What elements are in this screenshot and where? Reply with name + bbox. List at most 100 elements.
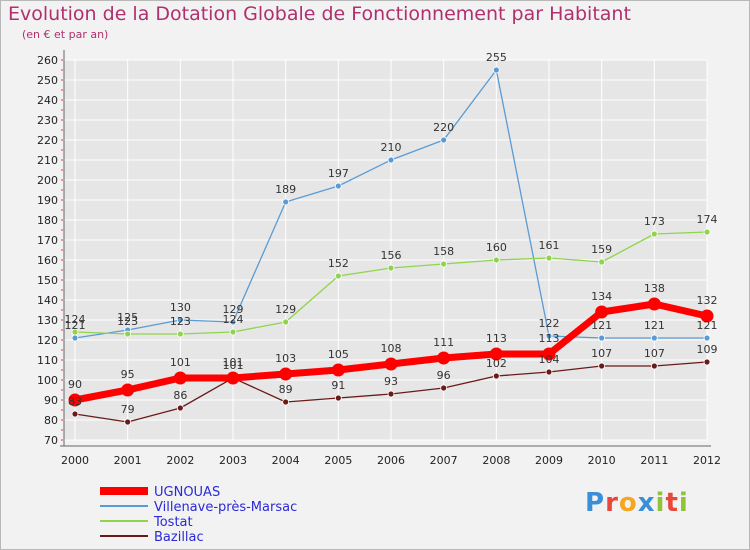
chart-title: Evolution de la Dotation Globale de Fonc… [8,3,631,25]
data-label-villenave-pr-s-marsac: 197 [328,167,349,180]
data-point-ugnouas [700,309,714,323]
data-label-ugnouas: 111 [433,336,454,349]
data-point-bazillac [334,394,342,402]
y-tick-label: 210 [37,154,58,167]
data-point-bazillac [598,362,606,370]
data-label-ugnouas: 101 [170,356,191,369]
data-label-villenave-pr-s-marsac: 125 [117,311,138,324]
y-tick-label: 200 [37,174,58,187]
data-label-villenave-pr-s-marsac: 122 [539,317,560,330]
data-label-tostat: 123 [170,315,191,328]
data-label-villenave-pr-s-marsac: 210 [381,141,402,154]
x-tick-label: 2010 [588,454,616,467]
data-label-tostat: 156 [381,249,402,262]
data-label-tostat: 123 [117,315,138,328]
data-label-bazillac: 96 [437,369,451,382]
data-point-ugnouas [595,305,609,319]
x-tick-label: 2011 [640,454,668,467]
y-tick-label: 180 [37,214,58,227]
logo-letter: i [678,488,689,518]
data-label-tostat: 174 [697,213,718,226]
data-point-tostat [545,254,553,262]
data-label-villenave-pr-s-marsac: 121 [65,319,86,332]
data-point-tostat [71,328,79,336]
data-label-villenave-pr-s-marsac: 129 [223,303,244,316]
data-label-bazillac: 104 [539,353,560,366]
data-point-ugnouas [331,363,345,377]
data-label-bazillac: 86 [173,389,187,402]
data-label-bazillac: 109 [697,343,718,356]
data-label-tostat: 158 [433,245,454,258]
y-tick-label: 120 [37,334,58,347]
data-label-villenave-pr-s-marsac: 220 [433,121,454,134]
y-tick-label: 240 [37,94,58,107]
data-point-bazillac [492,372,500,380]
legend-label-tostat: Tostat [153,515,193,530]
data-label-tostat: 160 [486,241,507,254]
data-label-bazillac: 107 [591,347,612,360]
y-tick-label: 70 [44,434,58,447]
data-label-bazillac: 83 [68,395,82,408]
data-label-tostat: 173 [644,215,665,228]
data-label-ugnouas: 90 [68,378,82,391]
logo-letter: o [618,488,638,518]
data-point-bazillac [545,368,553,376]
data-label-bazillac: 102 [486,357,507,370]
logo-letter: x [637,488,656,518]
data-point-villenave-pr-s-marsac [650,334,658,342]
data-point-ugnouas [542,347,556,361]
data-point-tostat [176,330,184,338]
data-point-ugnouas [121,383,135,397]
data-label-villenave-pr-s-marsac: 189 [275,183,296,196]
y-tick-label: 140 [37,294,58,307]
data-point-villenave-pr-s-marsac [440,136,448,144]
data-point-tostat [598,258,606,266]
data-label-ugnouas: 103 [275,352,296,365]
y-tick-label: 250 [37,74,58,87]
data-point-villenave-pr-s-marsac [71,334,79,342]
y-tick-label: 80 [44,414,58,427]
data-point-tostat [650,230,658,238]
data-point-bazillac [387,390,395,398]
data-label-tostat: 161 [539,239,560,252]
data-label-ugnouas: 101 [223,356,244,369]
data-point-tostat [229,328,237,336]
data-label-ugnouas: 95 [121,368,135,381]
data-point-bazillac [71,410,79,418]
logo-letter: P [585,488,606,518]
y-tick-label: 260 [37,54,58,67]
data-label-ugnouas: 134 [591,290,612,303]
data-point-villenave-pr-s-marsac [545,332,553,340]
data-point-tostat [282,318,290,326]
data-label-bazillac: 89 [279,383,293,396]
data-point-ugnouas [489,347,503,361]
data-label-tostat: 124 [65,313,86,326]
data-label-villenave-pr-s-marsac: 121 [591,319,612,332]
data-label-tostat: 159 [591,243,612,256]
data-point-villenave-pr-s-marsac [703,334,711,342]
data-label-bazillac: 93 [384,375,398,388]
data-label-villenave-pr-s-marsac: 255 [486,51,507,64]
x-tick-label: 2012 [693,454,721,467]
data-label-ugnouas: 113 [539,332,560,345]
data-point-ugnouas [173,371,187,385]
data-label-bazillac: 101 [223,359,244,372]
legend-label-bazillac: Bazillac [154,530,204,545]
y-tick-label: 150 [37,274,58,287]
logo-letter: i [655,488,666,518]
data-label-ugnouas: 113 [486,332,507,345]
data-point-ugnouas [68,393,82,407]
data-point-villenave-pr-s-marsac [387,156,395,164]
data-label-tostat: 129 [275,303,296,316]
proxiti-logo: Proxiti [585,488,689,518]
data-point-villenave-pr-s-marsac [176,316,184,324]
y-tick-label: 160 [37,254,58,267]
legend-label-ugnouas: UGNOUAS [154,485,220,500]
y-tick-label: 220 [37,134,58,147]
data-label-bazillac: 91 [331,379,345,392]
x-tick-label: 2007 [430,454,458,467]
x-tick-label: 2009 [535,454,563,467]
x-tick-label: 2002 [166,454,194,467]
data-point-ugnouas [279,367,293,381]
legend-label-villenave-pr-s-marsac: Villenave-près-Marsac [154,500,297,515]
